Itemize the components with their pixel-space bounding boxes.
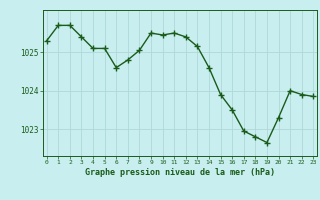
X-axis label: Graphe pression niveau de la mer (hPa): Graphe pression niveau de la mer (hPa) (85, 168, 275, 177)
